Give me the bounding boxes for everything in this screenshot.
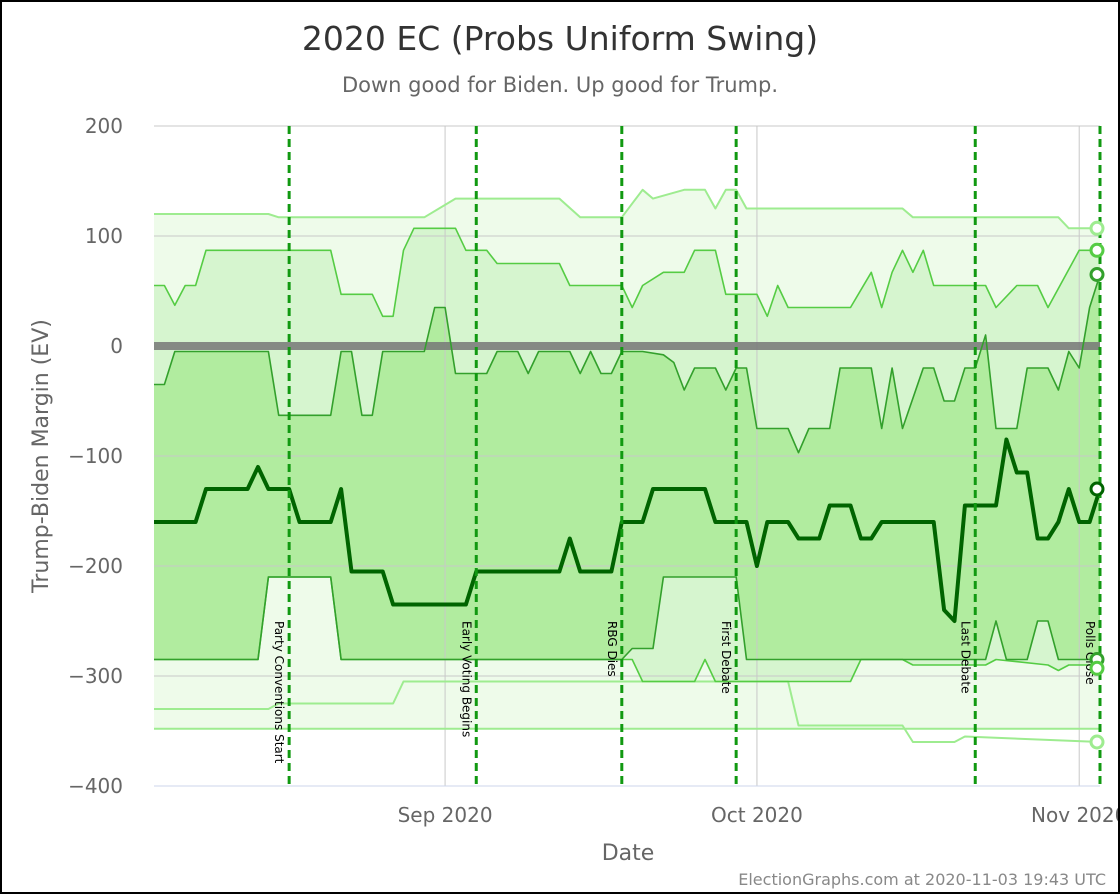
gridlines bbox=[154, 125, 1100, 787]
event-label: RBG Dies bbox=[605, 621, 619, 677]
x-tick-label: Sep 2020 bbox=[398, 803, 493, 827]
end-marker bbox=[1089, 481, 1105, 497]
y-axis-ticks: 200 100 0 −100 −200 −300 −400 bbox=[68, 114, 123, 798]
event-label: Party Conventions Start bbox=[272, 621, 286, 764]
event-markers: Party Conventions Start Early Voting Begi… bbox=[272, 126, 1105, 786]
y-tick-label: −300 bbox=[68, 664, 123, 688]
x-tick-label: Oct 2020 bbox=[711, 803, 803, 827]
event-label: Early Voting Begins bbox=[459, 621, 473, 737]
outer-upper-line bbox=[154, 188, 1100, 230]
end-marker bbox=[1089, 242, 1105, 258]
y-tick-label: 0 bbox=[110, 334, 123, 358]
event-label: Last Debate bbox=[958, 621, 972, 694]
x-axis-title: Date bbox=[602, 841, 655, 866]
band-areas bbox=[154, 189, 1100, 729]
chart-subtitle: Down good for Biden. Up good for Trump. bbox=[342, 73, 778, 97]
middle-upper-line bbox=[154, 227, 1100, 318]
x-tick-label: Nov 2020 bbox=[1031, 803, 1118, 827]
end-marker bbox=[1089, 660, 1105, 676]
end-marker bbox=[1089, 220, 1105, 236]
inner-band-area bbox=[154, 274, 1100, 660]
y-tick-label: 200 bbox=[85, 114, 123, 138]
y-tick-label: −100 bbox=[68, 444, 123, 468]
outer-lower-line bbox=[154, 680, 1101, 743]
end-marker bbox=[1089, 734, 1105, 750]
y-tick-label: −200 bbox=[68, 554, 123, 578]
credit-text: ElectionGraphs.com at 2020-11-03 19:43 U… bbox=[738, 870, 1106, 889]
x-axis-ticks: Sep 2020 Oct 2020 Nov 2020 bbox=[398, 803, 1118, 827]
y-axis-title: Trump-Biden Margin (EV) bbox=[29, 319, 54, 594]
median-line bbox=[154, 437, 1102, 623]
y-tick-label: 100 bbox=[85, 224, 123, 248]
event-label: First Debate bbox=[719, 621, 733, 694]
inner-lower-line bbox=[154, 576, 1100, 661]
end-marker bbox=[1089, 267, 1105, 282]
chart-title: 2020 EC (Probs Uniform Swing) bbox=[302, 19, 818, 58]
y-tick-label: −400 bbox=[68, 774, 123, 798]
